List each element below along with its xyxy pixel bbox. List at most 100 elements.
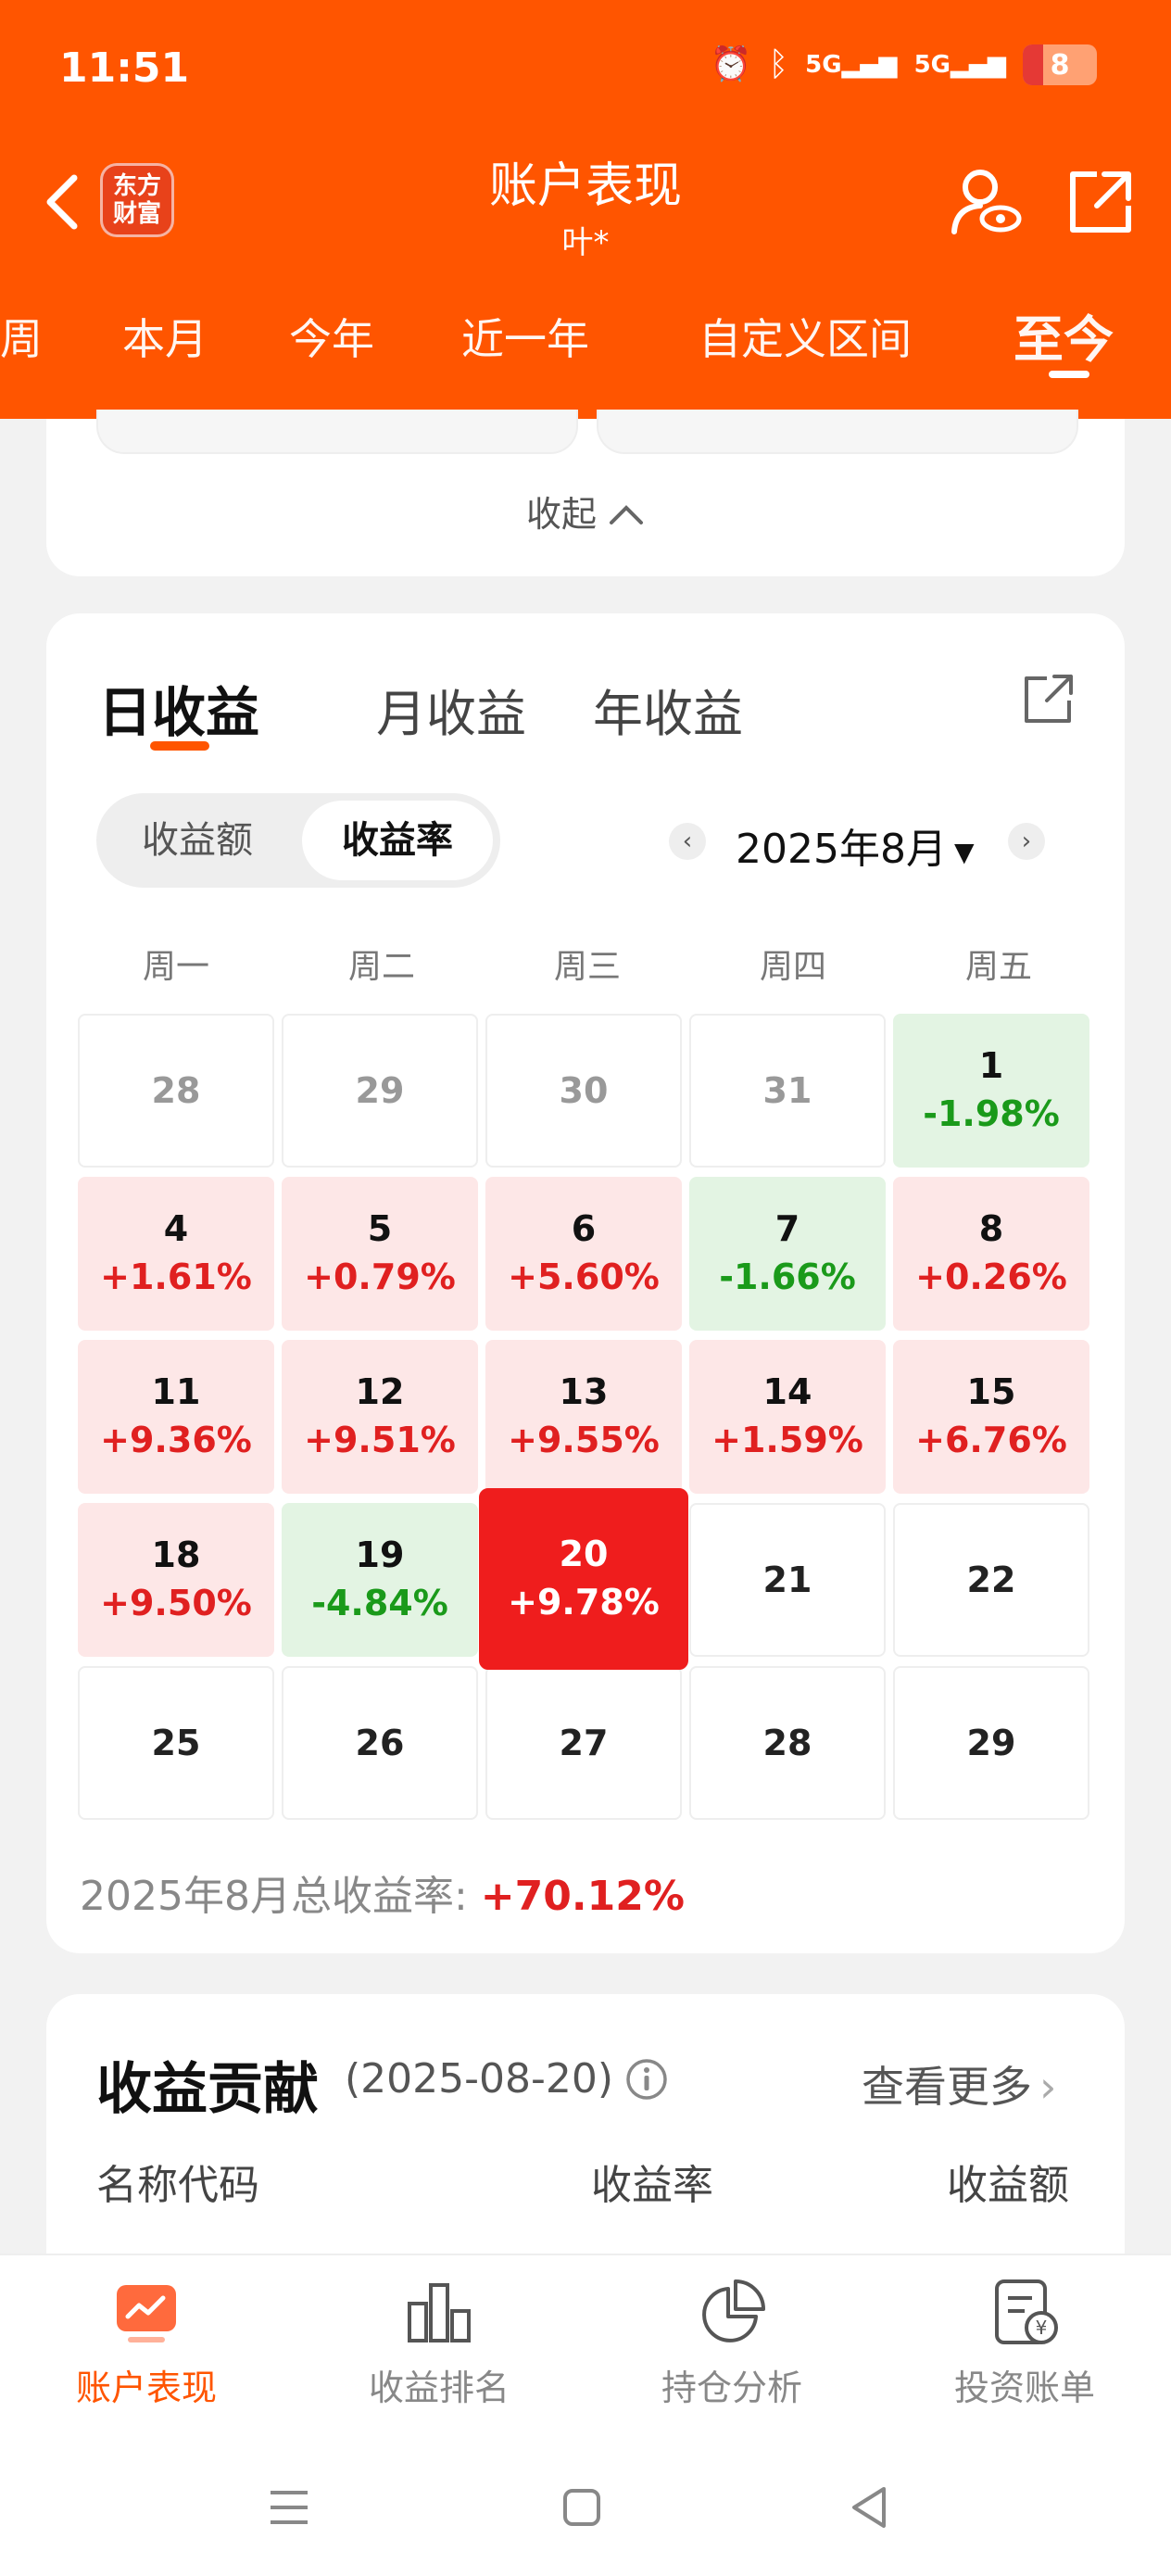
calendar-day-cell[interactable]: 25 [78,1666,274,1820]
calendar-day-cell[interactable]: 22 [893,1503,1089,1657]
calendar-day-cell[interactable]: 31 [689,1014,886,1168]
weekday-thu: 周四 [759,948,826,986]
day-number: 8 [978,1208,1004,1249]
back-button[interactable] [33,165,89,239]
prev-month-button[interactable]: ‹ [669,823,706,860]
tab-this-year[interactable]: 今年 [289,314,374,364]
day-number: 28 [151,1070,201,1111]
weekday-tue: 周二 [347,948,415,986]
day-return-rate: +9.55% [508,1420,660,1460]
calendar-day-cell[interactable]: 11 +9.36% [78,1340,274,1494]
share-icon[interactable] [1064,165,1138,239]
share-icon[interactable] [1019,669,1078,728]
day-number: 22 [966,1559,1016,1600]
tab-custom-range[interactable]: 自定义区间 [699,314,912,364]
day-number: 26 [355,1723,405,1763]
nav-investment-bill[interactable]: ¥ 投资账单 [913,2276,1136,2410]
calendar-day-cell[interactable]: 19 -4.84% [282,1503,478,1657]
weekday-header: 周一 周二 周三 周四 周五 [78,940,1097,986]
column-rate: 收益率 [591,2162,713,2209]
calendar-day-cell[interactable]: 6 +5.60% [485,1177,682,1331]
calendar-day-cell[interactable]: 15 +6.76% [893,1340,1089,1494]
calendar-day-cell[interactable]: 7 -1.66% [689,1177,886,1331]
calendar-day-cell[interactable]: 21 [689,1503,886,1657]
day-return-rate: +6.76% [915,1420,1067,1460]
calendar-day-cell[interactable]: 28 [78,1014,274,1168]
day-number: 7 [774,1208,800,1249]
day-number: 25 [151,1723,201,1763]
tab-last-year[interactable]: 近一年 [461,314,589,364]
calendar-day-cell[interactable]: 20 +9.78% [479,1488,688,1670]
info-icon[interactable] [624,2057,669,2102]
daily-returns-card: 日收益 月收益 年收益 收益额 收益率 ‹ 2025年8月 ▼ › 周一 周二 周… [46,613,1125,1953]
nav-account-performance[interactable]: 账户表现 [35,2276,258,2410]
day-number: 19 [355,1534,405,1575]
day-return-rate: +9.78% [508,1582,660,1623]
summary-tile-right [597,410,1078,454]
calendar-day-cell[interactable]: 26 [282,1666,478,1820]
battery-level: 8 [1050,48,1070,82]
nav-holdings-analysis[interactable]: 持仓分析 [621,2276,843,2410]
calendar-day-cell[interactable]: 29 [893,1666,1089,1820]
toggle-rate[interactable]: 收益率 [302,801,493,880]
calendar-day-cell[interactable]: 30 [485,1014,682,1168]
calendar-day-cell[interactable]: 29 [282,1014,478,1168]
calendar-day-cell[interactable]: 1 -1.98% [893,1014,1089,1168]
day-return-rate: +0.79% [304,1256,456,1297]
day-return-rate: +9.36% [100,1420,252,1460]
day-number: 14 [762,1371,812,1412]
weekday-fri: 周五 [964,948,1032,986]
tab-this-month[interactable]: 本月 [122,314,208,364]
tab-yearly-returns[interactable]: 年收益 [593,685,743,743]
chevron-right-icon: › [1021,827,1032,855]
view-more-link[interactable]: 查看更多 › [862,2062,1057,2112]
status-time: 11:51 [59,44,190,92]
calendar-day-cell[interactable]: 8 +0.26% [893,1177,1089,1331]
month-selector[interactable]: 2025年8月 ▼ [736,826,975,873]
next-month-button[interactable]: › [1008,823,1045,860]
contribution-card: 收益贡献 (2025-08-20) 查看更多 › 名称代码 收益率 收益额 [46,1994,1125,2254]
user-view-icon[interactable] [949,165,1023,239]
chevron-left-icon [46,174,78,230]
system-nav-bar [0,2439,1171,2576]
day-number: 20 [559,1534,609,1574]
back-triangle-icon[interactable] [841,2480,897,2535]
day-return-rate: +1.59% [711,1420,863,1460]
home-icon[interactable] [554,2480,610,2535]
alarm-icon: ⏰ [710,45,752,83]
contribution-title: 收益贡献 [96,2057,319,2122]
calendar-day-cell[interactable]: 28 [689,1666,886,1820]
column-amount: 收益额 [947,2162,1069,2209]
caret-down-icon: ▼ [953,836,975,867]
nav-returns-ranking[interactable]: 收益排名 [328,2276,550,2410]
day-number: 27 [559,1723,609,1763]
chevron-left-icon: ‹ [682,827,693,855]
menu-icon[interactable] [261,2480,317,2535]
calendar-day-cell[interactable]: 5 +0.79% [282,1177,478,1331]
calendar-day-cell[interactable]: 4 +1.61% [78,1177,274,1331]
signal-5g-icon-2: 5G▂▄▆ [913,51,1006,79]
calendar-day-cell[interactable]: 13 +9.55% [485,1340,682,1494]
day-number: 18 [151,1534,201,1575]
calendar-day-cell[interactable]: 12 +9.51% [282,1340,478,1494]
month-total-value: +70.12% [480,1873,685,1920]
bill-icon: ¥ [995,2279,1058,2344]
day-number: 12 [355,1371,405,1412]
account-name: 叶* [561,224,610,261]
tab-to-date[interactable]: 至今 [1014,310,1114,369]
collapse-button[interactable]: 收起 [46,486,1125,537]
day-number: 29 [966,1723,1016,1763]
signal-5g-icon: 5G▂▄▆ [805,51,898,79]
day-return-rate: -1.66% [719,1256,856,1297]
tab-week[interactable]: 周 [0,314,43,364]
tab-monthly-returns[interactable]: 月收益 [376,685,526,743]
day-return-rate: +1.61% [100,1256,252,1297]
tab-daily-returns[interactable]: 日收益 [98,681,260,744]
summary-card: 收起 [46,410,1125,576]
calendar-day-cell[interactable]: 18 +9.50% [78,1503,274,1657]
toggle-amount[interactable]: 收益额 [142,819,253,862]
day-number: 6 [571,1208,597,1249]
calendar-day-cell[interactable]: 14 +1.59% [689,1340,886,1494]
calendar-day-cell[interactable]: 27 [485,1666,682,1820]
day-number: 21 [762,1559,812,1600]
